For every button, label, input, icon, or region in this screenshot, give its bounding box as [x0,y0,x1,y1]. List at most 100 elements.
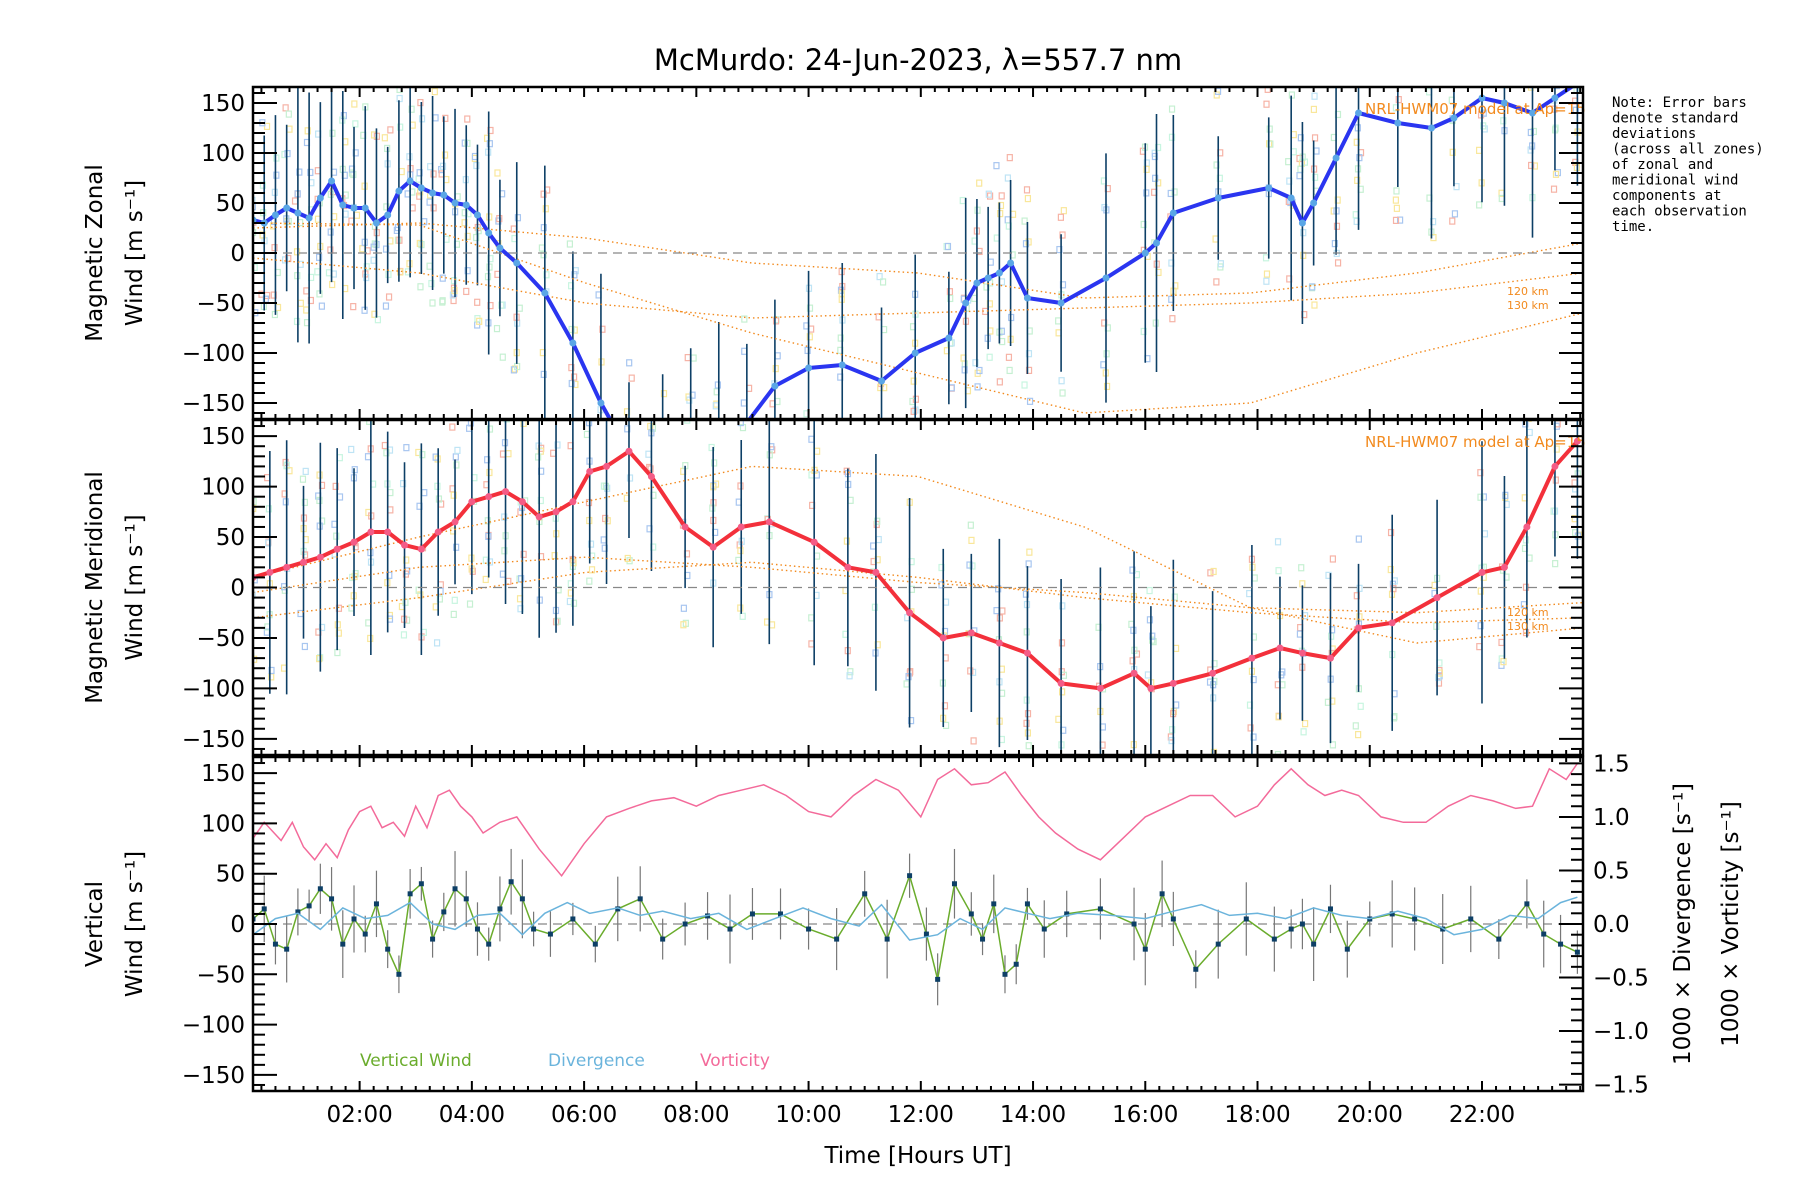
zone-sample-mark [1435,673,1442,682]
zone-sample-mark [318,302,325,310]
data-point [1355,109,1363,117]
zone-sample-mark [996,378,1003,386]
zone-sample-mark [1499,5,1504,11]
zone-sample-mark [976,179,983,187]
zone-sample-mark [1128,620,1135,628]
x-tick-label: 10:00 [775,1102,841,1128]
zone-sample-mark [1246,589,1253,598]
data-point [462,201,470,209]
zone-sample-mark [1309,283,1316,291]
data-point [1023,294,1031,302]
data-point [316,194,324,202]
zone-sample-mark [1449,217,1456,225]
data-point [430,936,436,942]
data-point [1478,568,1486,576]
zone-sample-mark [624,554,631,563]
zone-sample-mark [813,552,821,560]
data-point [396,971,402,977]
data-point [385,946,391,952]
data-point [485,493,493,501]
data-point [592,941,598,947]
zone-sample-mark [1169,315,1176,323]
data-point [625,447,633,455]
data-point [834,936,840,942]
zone-sample-mark [1168,105,1176,113]
zone-sample-mark [1151,152,1159,161]
zone-sample-mark [1213,91,1220,99]
zone-sample-mark [1149,636,1156,644]
zone-sample-mark [353,211,361,219]
zone-sample-mark [293,248,301,256]
zone-sample-mark [596,457,601,463]
zone-sample-mark [436,595,443,603]
plot-area [253,762,1583,1006]
zone-sample-mark [944,242,952,251]
data-point [468,498,476,506]
zone-sample-mark [691,424,696,430]
zone-sample-mark [772,364,779,373]
data-point [401,541,409,549]
zone-sample-mark [253,196,256,204]
y-axis-label-line1: Magnetic Zonal [82,164,108,342]
data-point [810,538,818,546]
model-altitude-label: 130 km [1507,299,1549,312]
data-point [1057,299,1065,307]
data-point [1558,941,1564,947]
zone-sample-mark [316,496,323,505]
zone-sample-mark [1573,62,1578,68]
zone-sample-mark [430,204,437,212]
zone-sample-mark [1129,566,1136,574]
data-point [884,936,890,942]
zone-sample-mark [342,191,349,199]
zone-sample-mark [1355,535,1362,543]
zone-sample-mark [301,551,309,559]
zone-sample-mark [1552,28,1557,34]
data-point [984,274,992,282]
zone-sample-mark [253,591,256,599]
left-tick-label: 100 [201,475,245,501]
data-point [350,538,358,546]
zone-sample-mark [570,373,578,381]
zone-sample-mark [680,604,687,612]
zone-sample-mark [627,539,632,545]
zone-sample-mark [263,122,271,130]
zone-sample-mark [273,171,280,179]
left-tick-label: 0 [230,241,245,267]
note-line: (across all zones) [1612,142,1764,158]
zone-sample-mark [660,535,665,541]
zone-sample-mark [1024,194,1032,203]
zone-sample-mark [837,334,844,342]
data-point [451,199,459,207]
zone-sample-mark [1021,217,1028,225]
zone-sample-mark [1285,158,1292,166]
zone-sample-mark [454,193,461,201]
data-point [862,891,868,897]
data-point [519,896,525,902]
zone-sample-mark [1023,186,1031,194]
data-point [1551,94,1559,102]
series-line-zonal [253,87,1576,419]
note-line: time. [1612,219,1654,235]
data-point [603,462,611,470]
zone-sample-mark [1498,638,1505,647]
data-point [434,528,442,536]
zone-sample-mark [350,303,357,311]
zone-sample-mark [1480,122,1487,130]
zone-sample-mark [331,213,338,221]
data-point [508,879,514,885]
zone-sample-mark [1525,420,1532,423]
model-label: NRL-HWM07 model at Ap=15 [1365,433,1586,451]
zone-sample-mark [714,381,721,389]
zone-sample-mark [1061,764,1066,770]
zone-sample-mark [985,190,992,198]
data-point [417,545,425,553]
zone-sample-mark [1527,128,1534,137]
left-tick-label: −50 [196,291,245,317]
data-point [682,921,688,927]
zone-sample-mark [329,280,336,289]
zone-sample-mark [1553,87,1560,90]
x-axis: 02:00 04:00 06:00 08:00 10:00 12:00 14:00 16:00… [326,1102,1515,1128]
data-point [995,269,1003,277]
zone-sample-mark [253,263,258,272]
